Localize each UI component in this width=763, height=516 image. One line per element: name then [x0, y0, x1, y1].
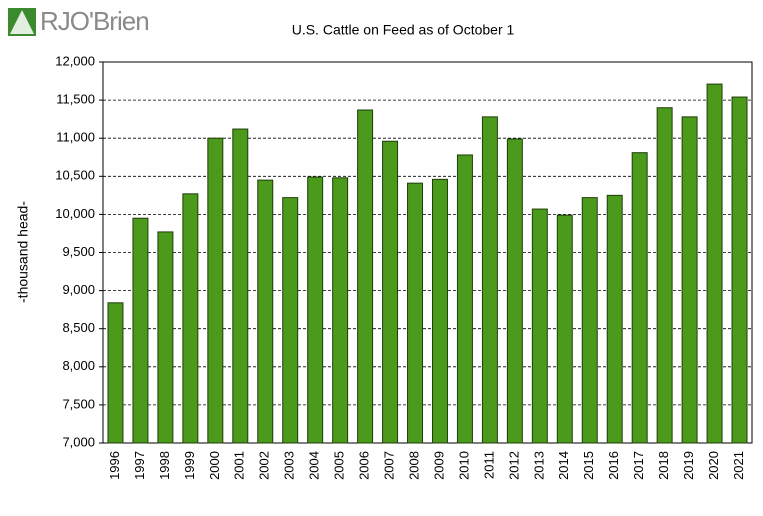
- y-tick-label: 12,000: [55, 53, 95, 68]
- bar: [182, 193, 199, 444]
- x-tick-label: 2012: [506, 451, 521, 480]
- bar: [207, 137, 224, 444]
- logo: RJO'Brien: [8, 6, 150, 36]
- bar: [481, 116, 498, 444]
- bar: [706, 83, 723, 444]
- bar: [232, 128, 249, 444]
- bar: [631, 152, 648, 444]
- bar: [357, 109, 374, 444]
- x-tick-label: 2014: [556, 451, 571, 480]
- x-tick-label: 2019: [681, 451, 696, 480]
- bar: [581, 197, 598, 444]
- x-tick-label: 2015: [581, 451, 596, 480]
- brand: RJO'Brien: [40, 6, 149, 36]
- y-tick-label: 11,500: [56, 92, 95, 107]
- bar: [431, 178, 448, 444]
- bar: [107, 302, 124, 444]
- x-tick-label: 2021: [731, 451, 746, 480]
- bar: [307, 176, 324, 444]
- bar: [456, 154, 473, 444]
- y-tick-label: 9,000: [62, 282, 95, 297]
- x-tick-label: 2000: [207, 451, 222, 480]
- x-tick-label: 2009: [431, 451, 446, 480]
- bar: [382, 140, 399, 444]
- logo-icon-shape: [10, 10, 34, 34]
- bar: [531, 208, 548, 444]
- x-tick-label: 2013: [531, 451, 546, 480]
- y-tick-label: 7,500: [62, 396, 95, 411]
- chart-title: U.S. Cattle on Feed as of October 1: [292, 22, 515, 38]
- y-tick-label: 8,500: [62, 320, 95, 335]
- x-tick-label: 2001: [232, 451, 247, 480]
- bar: [656, 107, 673, 444]
- x-tick-label: 2003: [282, 451, 297, 480]
- x-tick-label: 2004: [307, 451, 322, 480]
- x-tick-label: 1996: [107, 451, 122, 480]
- bar: [257, 179, 274, 444]
- y-tick-label: 8,000: [62, 358, 95, 373]
- bar: [282, 197, 299, 444]
- bar: [731, 96, 748, 444]
- x-tick-label: 2002: [257, 451, 272, 480]
- bar: [606, 194, 623, 444]
- x-tick-label: 2008: [406, 451, 421, 480]
- x-tick-label: 1998: [157, 451, 172, 480]
- x-tick-label: 2016: [606, 451, 621, 480]
- plot-frame: [102, 61, 753, 444]
- x-tick-label: 2020: [706, 451, 721, 480]
- x-tick-label: 1997: [132, 451, 147, 480]
- y-tick-label: 11,000: [56, 130, 95, 145]
- x-tick-label: 1999: [182, 451, 197, 480]
- bar: [157, 231, 174, 444]
- bar: [681, 116, 698, 444]
- x-tick-label: 2006: [357, 451, 372, 480]
- x-tick-label: 2018: [656, 451, 671, 480]
- x-tick-label: 2010: [456, 451, 471, 480]
- y-tick-label: 9,500: [62, 244, 95, 259]
- bar: [407, 182, 424, 444]
- x-tick-label: 2011: [481, 451, 496, 479]
- y-tick-label: 10,000: [55, 206, 95, 221]
- bar: [132, 217, 149, 444]
- bar: [332, 177, 349, 444]
- x-tick-label: 2007: [381, 451, 396, 480]
- y-tick-label: 10,500: [55, 168, 95, 183]
- x-tick-label: 2017: [631, 451, 646, 480]
- x-tick-label: 2005: [332, 451, 347, 480]
- y-tick-label: 7,000: [62, 434, 95, 449]
- y-axis-label: -thousand head-: [15, 201, 31, 303]
- bar: [556, 214, 573, 444]
- bar: [506, 138, 523, 444]
